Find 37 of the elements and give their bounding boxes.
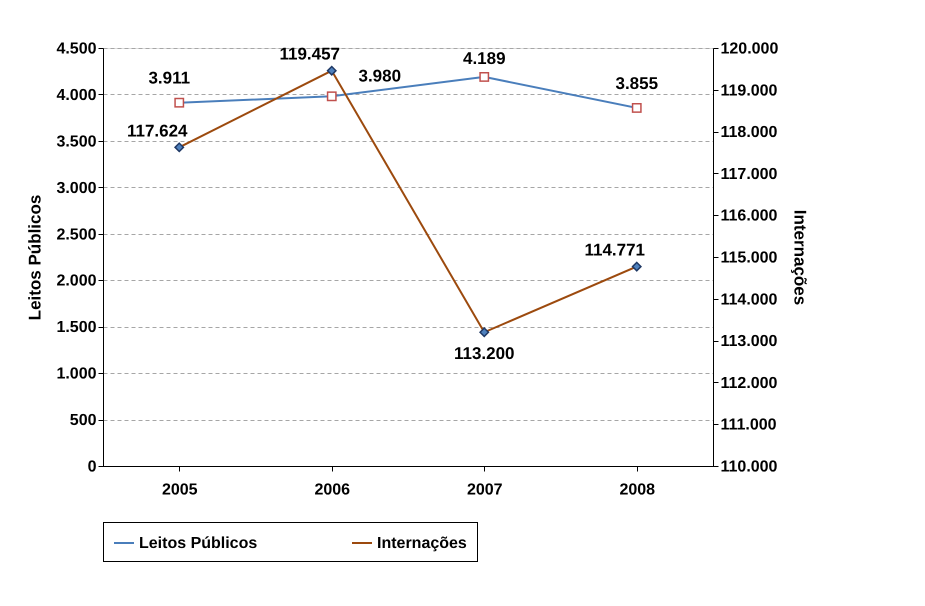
legend-label: Internações xyxy=(377,535,467,552)
y-axis-title: Leitos Públicos xyxy=(25,194,44,320)
y2-tick-label: 115.000 xyxy=(720,250,778,266)
y2-tick-label: 120.000 xyxy=(720,40,778,58)
y-tick-label: 3.000 xyxy=(56,180,97,197)
y2-tick-label: 110.000 xyxy=(720,458,778,476)
x-tick-label: 2008 xyxy=(619,482,656,498)
data-label: 3.855 xyxy=(615,74,658,93)
y-tick-label: 2.500 xyxy=(56,226,97,244)
y-tick-label: 4.000 xyxy=(56,86,97,104)
data-label: 119.457 xyxy=(279,44,340,64)
data-label: 3.980 xyxy=(358,66,402,86)
data-label: 114.771 xyxy=(584,240,646,260)
y2-tick-label: 114.000 xyxy=(720,291,778,308)
data-label: 4.189 xyxy=(462,48,506,68)
y-tick-label: 1.500 xyxy=(56,319,97,336)
y-tick-label: 0 xyxy=(88,458,97,476)
x-tick-label: 2005 xyxy=(162,482,198,498)
y2-tick-label: 119.000 xyxy=(720,82,778,100)
y-tick-label: 2.000 xyxy=(56,272,97,290)
y2-tick-label: 116.000 xyxy=(720,208,778,225)
y2-tick-label: 117.000 xyxy=(720,166,778,183)
y2-tick-label: 113.000 xyxy=(720,333,778,350)
y2-tick-label: 112.000 xyxy=(720,374,778,392)
y2-axis-title: Internações xyxy=(790,210,810,306)
y2-tick-label: 118.000 xyxy=(720,124,778,142)
y-tick-label: 1.000 xyxy=(56,366,97,383)
y2-tick-label: 111.000 xyxy=(720,416,777,434)
y-tick-label: 500 xyxy=(70,412,97,430)
data-label: 3.911 xyxy=(148,68,190,88)
data-label: 117.624 xyxy=(126,121,188,140)
y-tick-label: 4.500 xyxy=(56,40,97,58)
x-tick-label: 2007 xyxy=(466,482,503,498)
data-label: 113.200 xyxy=(454,344,515,364)
legend-label: Leitos Públicos xyxy=(139,535,258,552)
y-tick-label: 3.500 xyxy=(56,133,97,150)
x-tick-label: 2006 xyxy=(314,482,350,498)
